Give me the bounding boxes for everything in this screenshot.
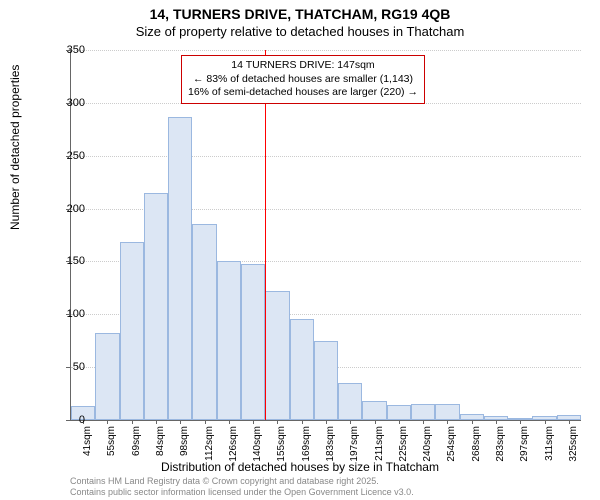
annotation-line3: 16% of semi-detached houses are larger (… [188, 86, 418, 100]
histogram-bar [387, 405, 411, 420]
xtick-label: 140sqm [252, 426, 263, 466]
xtick-mark [520, 420, 521, 424]
xtick-mark [447, 420, 448, 424]
annotation-box: 14 TURNERS DRIVE: 147sqm← 83% of detache… [181, 55, 425, 104]
xtick-mark [423, 420, 424, 424]
xtick-mark [350, 420, 351, 424]
ytick-label: 150 [55, 255, 85, 267]
xtick-label: 197sqm [349, 426, 360, 466]
xtick-mark [375, 420, 376, 424]
xtick-label: 268sqm [471, 426, 482, 466]
histogram-bar [314, 341, 338, 420]
chart-plot-area: 14 TURNERS DRIVE: 147sqm← 83% of detache… [70, 50, 581, 421]
xtick-mark [253, 420, 254, 424]
xtick-mark [569, 420, 570, 424]
y-axis-label: Number of detached properties [8, 65, 22, 230]
xtick-label: 126sqm [228, 426, 239, 466]
xtick-label: 311sqm [544, 426, 555, 466]
histogram-bar [120, 242, 144, 420]
xtick-label: 183sqm [325, 426, 336, 466]
xtick-label: 84sqm [155, 426, 166, 466]
ytick-mark [66, 103, 70, 104]
xtick-mark [229, 420, 230, 424]
xtick-mark [277, 420, 278, 424]
histogram-bar [290, 319, 314, 420]
xtick-label: 41sqm [82, 426, 93, 466]
xtick-label: 225sqm [398, 426, 409, 466]
xtick-mark [472, 420, 473, 424]
xtick-mark [399, 420, 400, 424]
histogram-bar [168, 117, 192, 420]
xtick-mark [205, 420, 206, 424]
xtick-label: 211sqm [374, 426, 385, 466]
ytick-mark [66, 156, 70, 157]
histogram-bar [411, 404, 435, 420]
histogram-bar [338, 383, 362, 420]
footer-line1: Contains HM Land Registry data © Crown c… [70, 476, 414, 487]
xtick-label: 155sqm [276, 426, 287, 466]
histogram-bar [95, 333, 119, 420]
histogram-bar [217, 261, 241, 420]
xtick-mark [132, 420, 133, 424]
xtick-mark [545, 420, 546, 424]
histogram-bar [362, 401, 386, 420]
xtick-label: 297sqm [519, 426, 530, 466]
ytick-label: 250 [55, 150, 85, 162]
histogram-bar [192, 224, 216, 420]
ytick-mark [66, 420, 70, 421]
grid-line [71, 156, 581, 157]
ytick-label: 100 [55, 308, 85, 320]
xtick-label: 112sqm [204, 426, 215, 466]
xtick-label: 98sqm [179, 426, 190, 466]
xtick-mark [302, 420, 303, 424]
histogram-bar [265, 291, 289, 420]
reference-line [265, 50, 266, 420]
xtick-label: 283sqm [495, 426, 506, 466]
xtick-mark [326, 420, 327, 424]
ytick-mark [66, 367, 70, 368]
ytick-mark [66, 314, 70, 315]
xtick-label: 55sqm [106, 426, 117, 466]
ytick-mark [66, 50, 70, 51]
ytick-label: 50 [55, 361, 85, 373]
histogram-bar [144, 193, 168, 420]
histogram-bar [241, 264, 265, 420]
xtick-mark [496, 420, 497, 424]
annotation-line1: 14 TURNERS DRIVE: 147sqm [188, 59, 418, 73]
xtick-label: 240sqm [422, 426, 433, 466]
xtick-mark [107, 420, 108, 424]
chart-title-sub: Size of property relative to detached ho… [0, 22, 600, 39]
ytick-label: 350 [55, 44, 85, 56]
ytick-label: 200 [55, 203, 85, 215]
grid-line [71, 50, 581, 51]
xtick-mark [156, 420, 157, 424]
chart-title-main: 14, TURNERS DRIVE, THATCHAM, RG19 4QB [0, 0, 600, 22]
ytick-label: 0 [55, 414, 85, 426]
ytick-mark [66, 209, 70, 210]
annotation-line2: ← 83% of detached houses are smaller (1,… [188, 73, 418, 87]
ytick-mark [66, 261, 70, 262]
footer-attribution: Contains HM Land Registry data © Crown c… [70, 476, 414, 498]
histogram-bar [435, 404, 459, 420]
xtick-label: 254sqm [446, 426, 457, 466]
ytick-label: 300 [55, 97, 85, 109]
footer-line2: Contains public sector information licen… [70, 487, 414, 498]
xtick-label: 169sqm [301, 426, 312, 466]
xtick-label: 325sqm [568, 426, 579, 466]
xtick-label: 69sqm [131, 426, 142, 466]
xtick-mark [180, 420, 181, 424]
